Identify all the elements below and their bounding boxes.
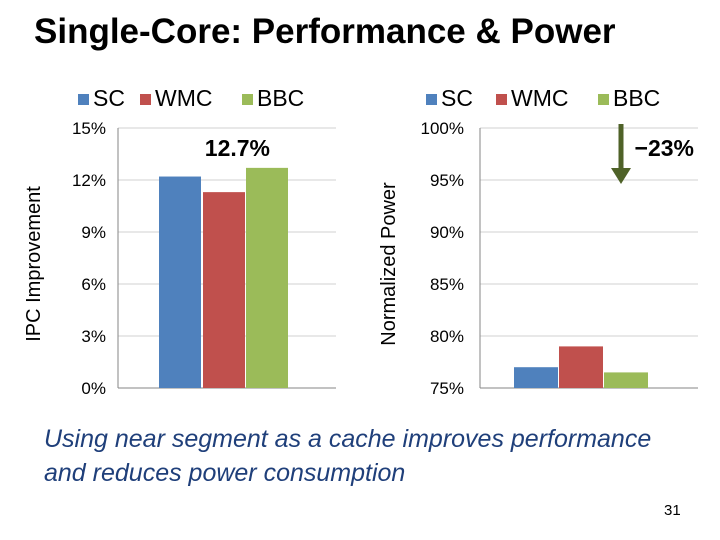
chart1-y-tick-label: 9% [81,223,106,242]
chart2-annotation-label: −23% [635,135,694,161]
chart2-bar-bbc [604,372,648,388]
chart1-legend-label-wmc: WMC [155,85,212,111]
chart1-legend-swatch-wmc [140,94,151,105]
chart2-bar-wmc [559,346,603,388]
chart1-bar-bbc [246,167,288,388]
chart2-legend-label-sc: SC [441,85,473,111]
chart1-y-tick-label: 12% [72,171,106,190]
chart1-bar-wmc [203,192,245,388]
slide-title: Single-Core: Performance & Power [34,12,616,51]
chart1-legend-label-sc: SC [93,85,125,111]
chart2-y-tick-label: 90% [430,223,464,242]
chart1-y-tick-label: 15% [72,119,106,138]
slide-caption: Using near segment as a cache improves p… [44,425,652,487]
chart1-legend-swatch-bbc [242,94,253,105]
chart1-legend-swatch-sc [78,94,89,105]
chart1-bar-sc [159,176,201,388]
chart2-arrow-head-icon [611,168,631,184]
chart1-y-tick-label: 6% [81,275,106,294]
chart2-y-tick-label: 85% [430,275,464,294]
chart2-legend-swatch-wmc [496,94,507,105]
chart2-y-axis-label: Normalized Power [378,182,400,346]
chart2-y-tick-label: 80% [430,327,464,346]
chart1-legend-label-bbc: BBC [257,85,304,111]
chart1-y-tick-label: 3% [81,327,106,346]
chart2-legend-label-bbc: BBC [613,85,660,111]
chart2-y-tick-label: 95% [430,171,464,190]
chart1-y-tick-label: 0% [81,379,106,398]
chart2-legend-swatch-sc [426,94,437,105]
page-number: 31 [664,502,681,519]
chart2-legend-label-wmc: WMC [511,85,568,111]
chart1-y-axis-label: IPC Improvement [23,186,45,342]
chart2-legend-swatch-bbc [598,94,609,105]
chart2-y-tick-label: 100% [421,119,464,138]
chart2-y-tick-label: 75% [430,379,464,398]
chart1-annotation-label: 12.7% [205,135,270,161]
chart2-bar-sc [514,367,558,388]
